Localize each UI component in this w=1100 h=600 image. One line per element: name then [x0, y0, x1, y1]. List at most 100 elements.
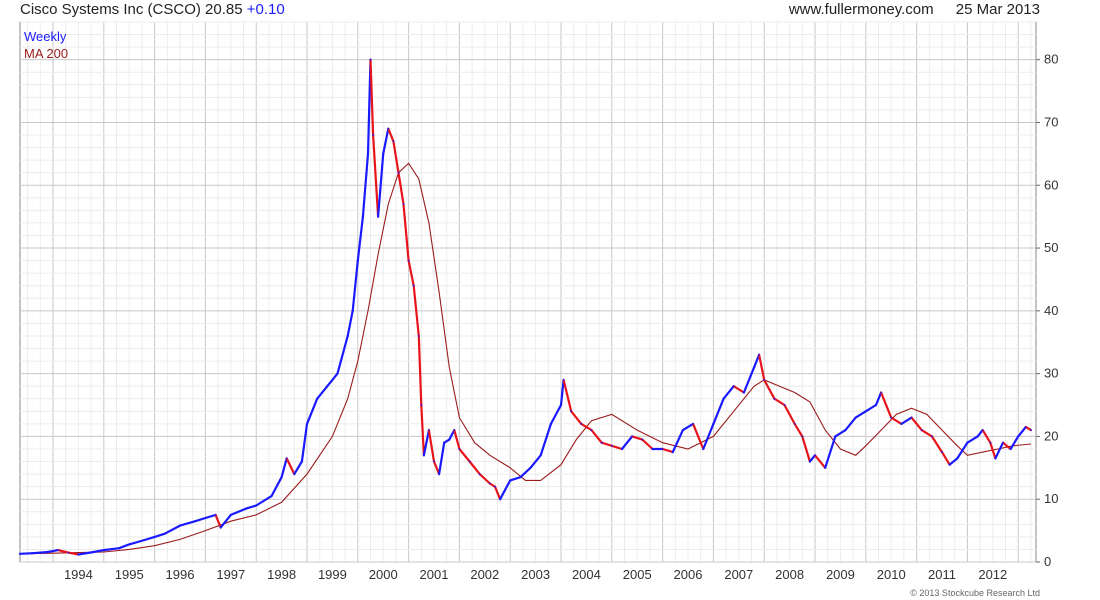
weekly-price-point: [671, 451, 674, 453]
weekly-price-point: [214, 514, 217, 516]
weekly-price-segment: [712, 397, 725, 425]
weekly-price-segment: [630, 435, 644, 441]
weekly-price-point: [92, 551, 95, 553]
weekly-price-segment: [661, 447, 674, 454]
weekly-price-segment: [763, 378, 776, 400]
weekly-price-point: [890, 416, 893, 419]
weekly-price-segment: [742, 366, 756, 394]
weekly-price-point: [270, 495, 273, 497]
weekly-price-segment: [529, 454, 542, 469]
weekly-price-point: [814, 454, 816, 457]
x-tick-label: 1996: [166, 567, 195, 582]
weekly-price-point: [763, 379, 766, 381]
weekly-price-segment: [369, 58, 375, 137]
weekly-price-point: [539, 454, 542, 457]
weekly-price-segment: [468, 460, 481, 476]
x-tick-label: 2009: [826, 567, 855, 582]
weekly-price-point: [529, 466, 532, 469]
weekly-price-point: [458, 448, 461, 450]
source-link[interactable]: www.fullermoney.com: [788, 1, 934, 18]
weekly-price-segment: [854, 410, 867, 419]
weekly-price-segment: [407, 259, 415, 287]
weekly-price-point: [326, 385, 329, 388]
weekly-price-segment: [300, 422, 309, 463]
weekly-price-segment: [356, 215, 364, 262]
weekly-price-segment: [620, 435, 634, 451]
weekly-price-segment: [824, 435, 837, 469]
weekly-price-segment: [432, 460, 441, 476]
weekly-price-point: [494, 485, 496, 488]
weekly-price-segment: [493, 485, 502, 501]
weekly-price-segment: [499, 479, 512, 501]
weekly-price-segment: [229, 507, 248, 517]
weekly-price-segment: [458, 447, 471, 463]
weekly-price-segment: [326, 372, 339, 388]
weekly-price-segment: [879, 391, 893, 419]
weekly-price-segment: [910, 416, 923, 432]
weekly-price-segment: [194, 516, 207, 523]
weekly-price-point: [346, 335, 349, 337]
weekly-price-point: [651, 448, 654, 450]
weekly-price-segment: [92, 548, 105, 554]
legend-weekly: Weekly: [24, 29, 67, 44]
weekly-price-segment: [117, 543, 131, 550]
weekly-price-point: [1002, 441, 1004, 444]
weekly-price-segment: [681, 422, 695, 432]
weekly-price-point: [519, 476, 522, 479]
weekly-price-point: [443, 441, 446, 444]
weekly-price-point: [219, 526, 222, 529]
weekly-price-point: [67, 551, 70, 554]
weekly-price-segment: [382, 127, 390, 155]
y-tick-label: 50: [1044, 240, 1058, 255]
weekly-price-segment: [372, 133, 380, 218]
x-tick-label: 2010: [877, 567, 906, 582]
weekly-price-point: [420, 404, 423, 406]
weekly-price-segment: [702, 422, 715, 451]
weekly-price-segment: [641, 438, 654, 451]
weekly-price-point: [204, 517, 207, 519]
weekly-price-segment: [377, 152, 385, 218]
weekly-price-point: [407, 259, 410, 262]
weekly-price-point: [306, 423, 308, 425]
weekly-price-point: [102, 549, 105, 551]
weekly-price-segment: [956, 441, 969, 460]
weekly-price-segment: [56, 548, 70, 554]
weekly-price-segment: [844, 416, 857, 432]
x-tick-label: 2001: [420, 567, 449, 582]
x-tick-label: 1995: [115, 567, 144, 582]
weekly-price-segment: [427, 429, 436, 463]
weekly-price-segment: [691, 422, 705, 451]
y-tick-label: 40: [1044, 303, 1058, 318]
weekly-price-segment: [420, 403, 425, 457]
x-tick-label: 2012: [978, 567, 1007, 582]
x-tick-label: 2011: [928, 567, 956, 582]
weekly-price-point: [981, 429, 984, 431]
weekly-price-segment: [671, 429, 685, 454]
y-tick-label: 10: [1044, 491, 1058, 506]
weekly-price-point: [118, 547, 120, 550]
weekly-price-segment: [948, 457, 959, 466]
weekly-price-segment: [1009, 435, 1020, 451]
weekly-price-point: [793, 423, 796, 425]
weekly-price-point: [301, 460, 303, 463]
weekly-price-point: [128, 543, 131, 546]
x-tick-label: 2006: [674, 567, 703, 582]
weekly-price-segment: [270, 476, 283, 498]
weekly-price-point: [600, 441, 603, 444]
weekly-price-point: [773, 397, 776, 400]
weekly-price-point: [941, 451, 943, 453]
weekly-price-segment: [422, 429, 430, 457]
x-tick-label: 2003: [521, 567, 550, 582]
weekly-price-segment: [732, 385, 746, 394]
weekly-price-point: [900, 423, 903, 425]
weekly-price-point: [509, 479, 512, 482]
y-tick-label: 0: [1044, 554, 1051, 569]
weekly-price-point: [966, 441, 969, 444]
weekly-price-point: [47, 551, 49, 553]
weekly-price-segment: [549, 403, 563, 425]
weekly-price-point: [412, 284, 415, 287]
chart-title-text: Cisco Systems Inc (CSCO) 20.85: [20, 1, 243, 18]
weekly-price-point: [621, 448, 623, 450]
weekly-price-segment: [128, 538, 146, 546]
weekly-price-point: [641, 438, 644, 441]
